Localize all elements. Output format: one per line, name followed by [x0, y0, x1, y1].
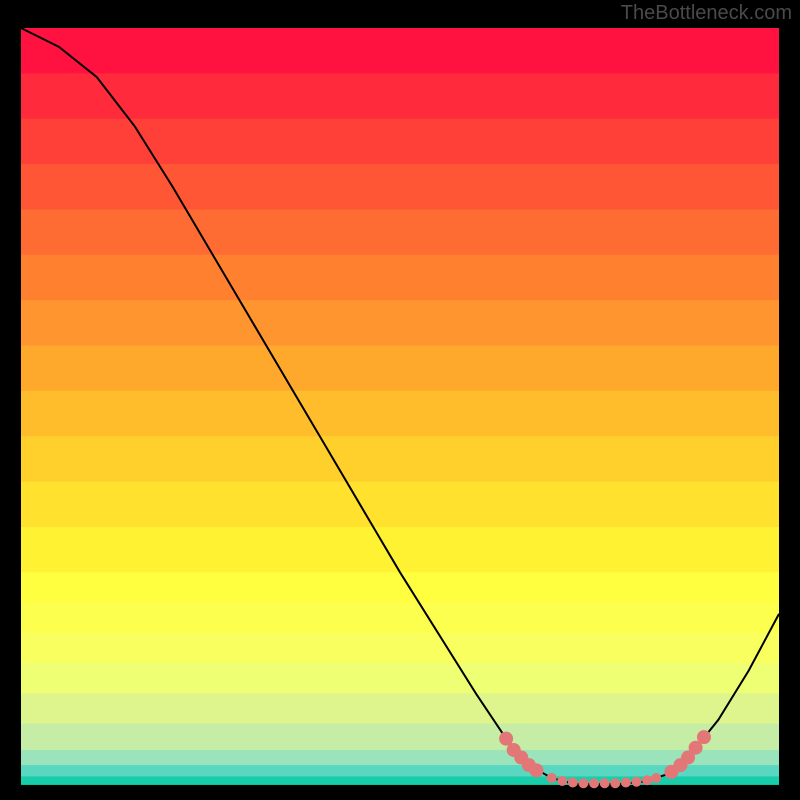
marker-point [621, 777, 631, 787]
marker-point [557, 776, 567, 786]
chart-container: TheBottleneck.com [0, 0, 800, 800]
bottleneck-chart [0, 0, 800, 800]
marker-point [568, 777, 578, 787]
marker-point [600, 778, 610, 788]
marker-point [632, 777, 642, 787]
marker-point [529, 763, 543, 777]
watermark-text: TheBottleneck.com [621, 2, 792, 25]
marker-point [610, 778, 620, 788]
marker-point [589, 778, 599, 788]
marker-point [697, 730, 711, 744]
marker-point [651, 773, 661, 783]
plot-gradient-background [21, 28, 779, 785]
marker-point [578, 778, 588, 788]
marker-point [642, 775, 652, 785]
marker-point [547, 773, 557, 783]
